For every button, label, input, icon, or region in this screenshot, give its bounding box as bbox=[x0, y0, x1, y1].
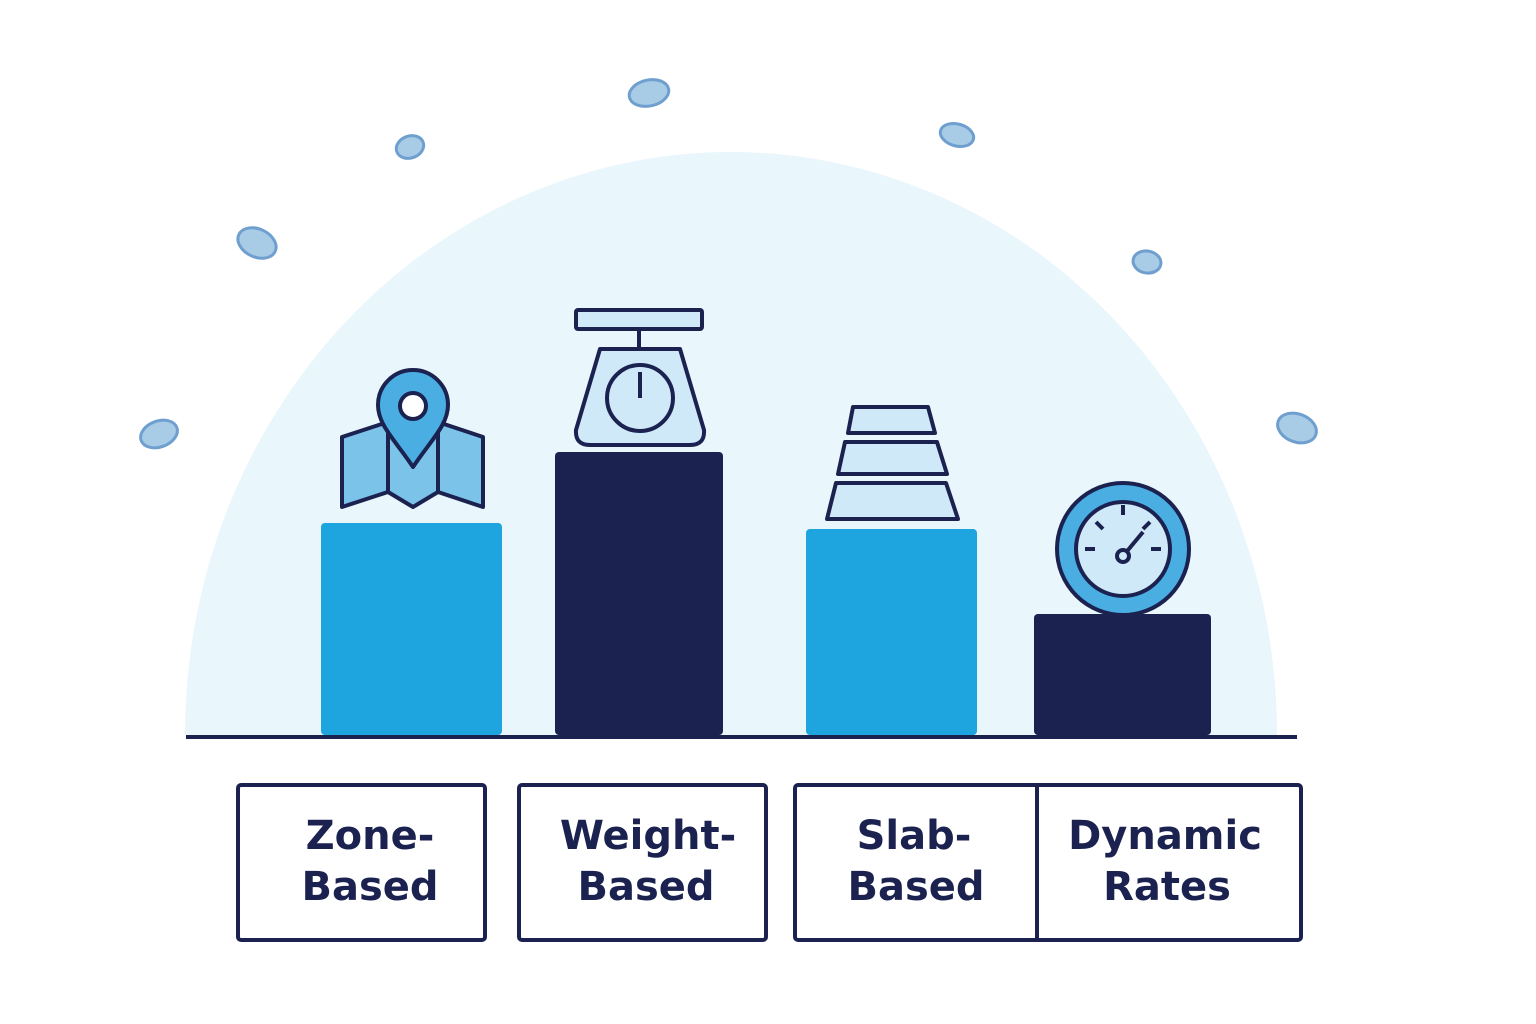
label-line: Zone- bbox=[306, 813, 435, 859]
label-line: Based bbox=[847, 864, 984, 910]
label-line: Weight- bbox=[560, 813, 736, 859]
label-boxes bbox=[236, 783, 1303, 942]
label-line: Slab- bbox=[857, 813, 972, 859]
bars bbox=[321, 452, 1211, 735]
coins bbox=[139, 78, 1318, 450]
label-line: Based bbox=[577, 864, 714, 910]
label-line: Based bbox=[301, 864, 438, 910]
label-line: Rates bbox=[1103, 864, 1231, 910]
slab-icon bbox=[825, 405, 960, 521]
map-icon bbox=[340, 368, 485, 509]
label-line: Dynamic bbox=[1068, 813, 1262, 859]
gauge-icon bbox=[1055, 481, 1191, 617]
scale-icon bbox=[573, 308, 707, 447]
